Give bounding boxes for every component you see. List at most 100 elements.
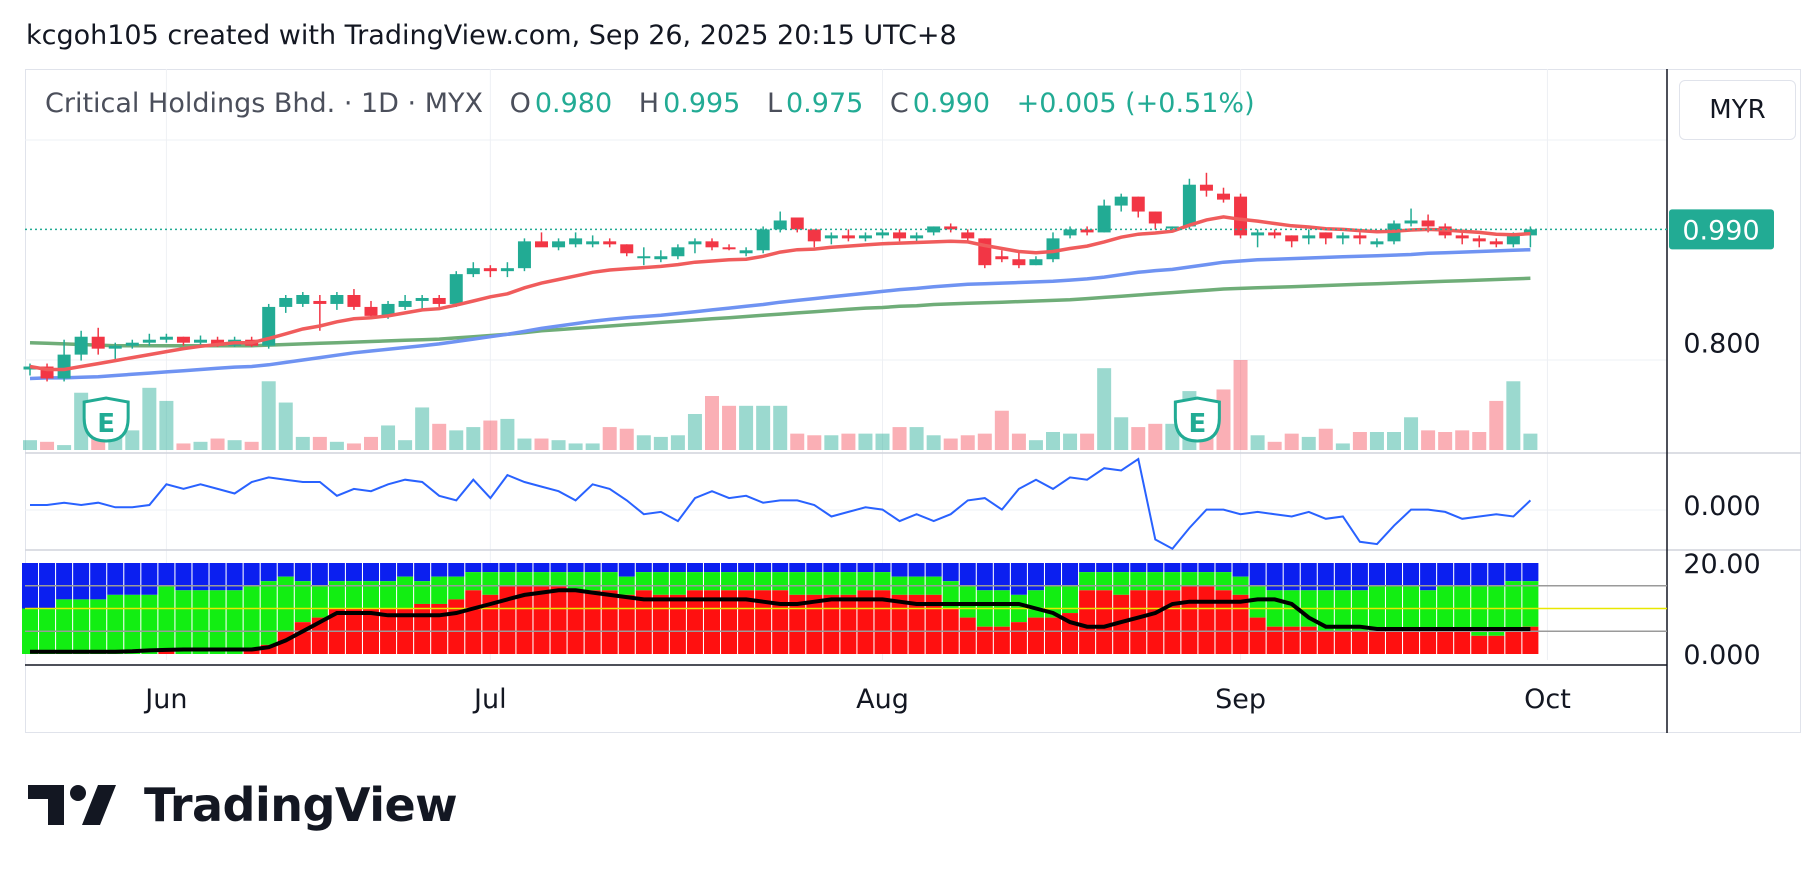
symbol-name[interactable]: Critical Holdings Bhd. · 1D · MYX — [45, 88, 483, 119]
candle — [142, 333, 156, 346]
stack-green-bar — [1079, 572, 1096, 591]
stack-blue-bar — [1368, 563, 1385, 586]
stack-blue-bar — [209, 563, 226, 591]
time-tick-label[interactable]: Jun — [143, 684, 187, 715]
candle — [876, 229, 889, 239]
stack-blue-bar — [107, 563, 124, 595]
time-tick-label[interactable]: Jul — [472, 684, 507, 715]
candle-body — [1421, 220, 1435, 227]
oscillator-tick-label: 0.000 — [1683, 491, 1760, 522]
candle — [1199, 172, 1213, 197]
stack-green-bar — [1505, 581, 1522, 632]
ema-fast-line — [29, 215, 1531, 372]
stack-green-bar — [789, 572, 806, 595]
candle-body — [1353, 235, 1367, 239]
stack-green-bar — [942, 581, 959, 609]
stack-green-bar — [1522, 581, 1539, 627]
volume-bar — [875, 433, 890, 450]
stack-green-bar — [260, 581, 277, 645]
candle-body — [807, 229, 821, 242]
stack-blue-bar — [721, 563, 738, 573]
candle — [23, 363, 37, 376]
candle-body — [1506, 235, 1520, 245]
stack-blue-bar — [414, 563, 431, 582]
stack-blue-bar — [1300, 563, 1317, 591]
candle-body — [995, 256, 1009, 260]
candle — [705, 238, 719, 251]
stack-blue-bar — [840, 563, 857, 573]
stack-red-bar — [704, 590, 720, 654]
candle — [1029, 256, 1043, 266]
candle-body — [1489, 241, 1503, 245]
stack-blue-bar — [1249, 563, 1266, 586]
candle-body — [824, 235, 838, 239]
symbol-legend[interactable]: Critical Holdings Bhd. · 1D · MYX O 0.980… — [45, 88, 1259, 119]
volume-bar — [824, 435, 839, 450]
candle-body — [1114, 196, 1128, 206]
stack-green-bar — [1164, 572, 1181, 591]
candle-body — [159, 336, 173, 340]
candle-body — [1012, 259, 1026, 266]
stack-green-bar — [431, 576, 448, 604]
candle-body — [1455, 235, 1469, 239]
candle-body — [483, 268, 497, 272]
time-tick-label[interactable]: Aug — [856, 684, 909, 715]
volume-bar — [705, 396, 719, 450]
volume-bar — [295, 436, 310, 450]
candle — [57, 339, 71, 382]
candle-body — [637, 256, 651, 259]
stack-red-bar — [431, 603, 448, 654]
candle — [1165, 226, 1179, 230]
tradingview-brand[interactable]: TradingView — [28, 778, 458, 832]
stack-red-bar — [516, 585, 533, 654]
volume-bar — [756, 405, 771, 450]
volume-bar — [568, 443, 583, 450]
stack-blue-bar — [1334, 563, 1351, 591]
stack-blue-bar — [1437, 563, 1454, 586]
time-tick-label[interactable]: Sep — [1215, 684, 1266, 715]
volume-bar — [483, 420, 498, 450]
volume-bar — [415, 407, 430, 450]
candle-body — [279, 297, 293, 307]
tradingview-logo-icon — [28, 785, 116, 825]
candle — [108, 342, 122, 361]
candle — [756, 226, 770, 254]
stack-green-bar — [465, 572, 482, 591]
candle-body — [40, 366, 54, 379]
stack-green-bar — [669, 572, 686, 595]
candle-body — [1029, 259, 1043, 266]
stack-green-bar — [192, 590, 209, 654]
candle — [500, 262, 514, 278]
candle-body — [756, 229, 770, 251]
volume-bar — [1369, 432, 1384, 450]
volume-bar — [244, 441, 259, 450]
candle — [40, 363, 54, 382]
candle — [1404, 208, 1418, 227]
stack-red-bar — [1045, 617, 1061, 654]
candle-body — [91, 336, 105, 349]
stack-green-bar — [1471, 585, 1488, 636]
chart-caption: kcgoh105 created with TradingView.com, S… — [26, 20, 957, 51]
candle — [1489, 238, 1503, 248]
stack-blue-bar — [1386, 563, 1402, 586]
candle-body — [108, 345, 122, 349]
stack-red-bar — [738, 590, 755, 654]
volume-bar — [1097, 368, 1112, 450]
chart-frame[interactable] — [25, 69, 1801, 733]
stack-red-bar — [499, 585, 516, 654]
stack-red-bar — [1079, 590, 1096, 654]
candle-body — [432, 297, 446, 304]
volume-bar — [892, 427, 907, 450]
stack-red-bar — [243, 649, 260, 654]
stack-blue-bar — [976, 563, 993, 591]
stack-red-bar — [925, 594, 942, 654]
stack-green-bar — [90, 599, 107, 654]
candle — [1234, 193, 1248, 239]
currency-button[interactable]: MYR — [1679, 80, 1796, 140]
candle — [637, 247, 651, 266]
time-tick-label[interactable]: Oct — [1524, 684, 1571, 715]
volume-bar — [773, 405, 788, 450]
stack-blue-bar — [1198, 563, 1215, 573]
stack-red-bar — [567, 590, 584, 654]
